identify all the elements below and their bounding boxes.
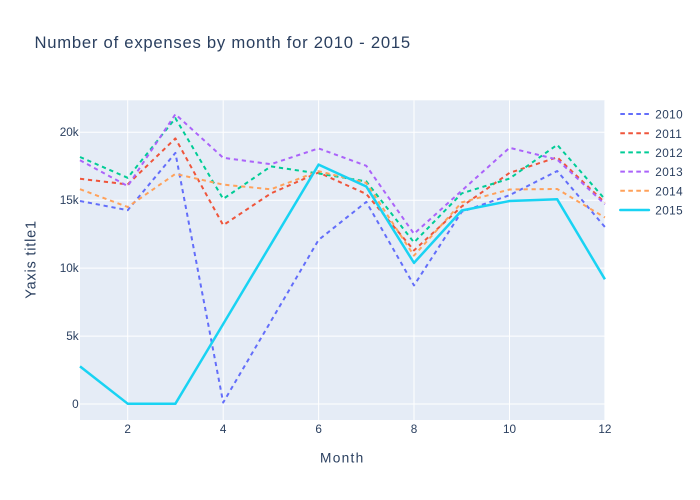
svg-text:Month: Month <box>320 451 365 466</box>
svg-text:10k: 10k <box>60 262 79 275</box>
svg-text:15k: 15k <box>60 194 79 207</box>
svg-text:2013: 2013 <box>655 166 683 179</box>
svg-text:2010: 2010 <box>655 109 683 122</box>
svg-text:Number of expenses by month fo: Number of expenses by month for 2010 - 2… <box>35 33 411 52</box>
svg-text:4: 4 <box>220 423 227 436</box>
svg-text:12: 12 <box>598 423 611 436</box>
svg-text:2015: 2015 <box>655 205 683 218</box>
svg-text:2014: 2014 <box>655 185 683 198</box>
svg-text:8: 8 <box>411 423 418 436</box>
svg-text:10: 10 <box>503 423 517 436</box>
svg-text:5k: 5k <box>66 330 79 343</box>
svg-text:20k: 20k <box>60 126 79 139</box>
svg-text:6: 6 <box>315 423 322 436</box>
svg-text:2012: 2012 <box>655 147 683 160</box>
svg-text:0: 0 <box>72 398 79 411</box>
svg-text:Yaxis title1: Yaxis title1 <box>23 220 39 299</box>
svg-text:2011: 2011 <box>655 128 682 141</box>
svg-text:2: 2 <box>124 423 131 436</box>
